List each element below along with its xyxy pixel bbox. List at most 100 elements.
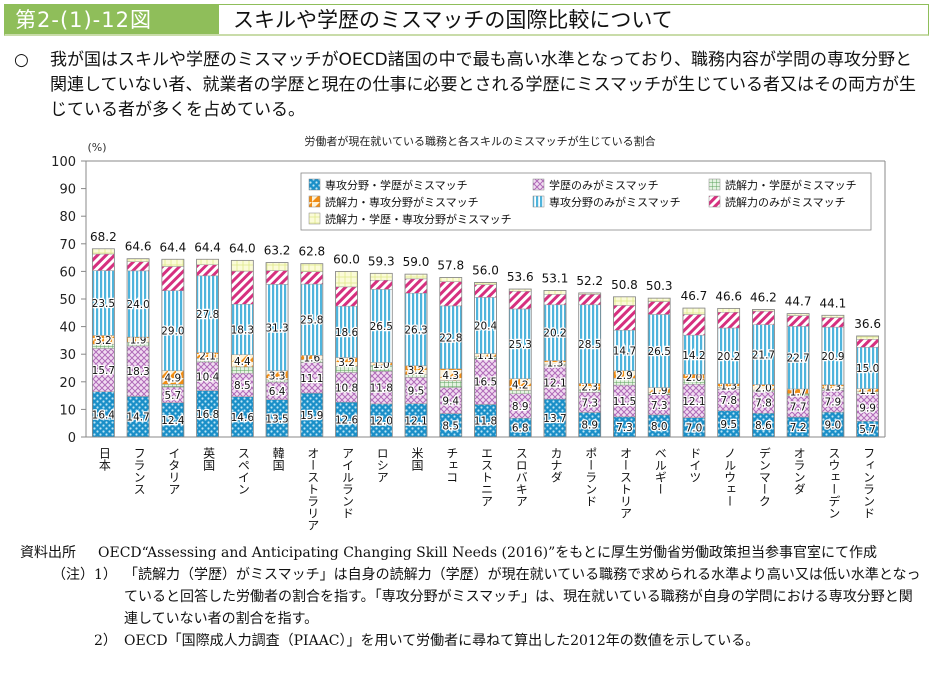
bar-segment bbox=[821, 317, 845, 328]
segment-value-label: 25.8 bbox=[300, 315, 323, 327]
total-value-label: 57.8 bbox=[437, 258, 464, 272]
total-value-label: 64.4 bbox=[194, 240, 221, 254]
total-value-label: 44.7 bbox=[785, 295, 812, 309]
segment-value-label: 9.0 bbox=[825, 420, 842, 432]
y-tick-label: 80 bbox=[59, 210, 76, 225]
total-value-label: 60.0 bbox=[333, 252, 360, 266]
bar-outline bbox=[578, 292, 602, 438]
bar-stack: 12.4 5.7 4.9 29.0 64.4 bbox=[159, 240, 186, 438]
x-tick-label: ロシア bbox=[375, 447, 389, 483]
bar-segment bbox=[752, 310, 775, 325]
bar-segment bbox=[717, 311, 740, 329]
x-tick-label: 米国 bbox=[410, 447, 424, 471]
x-tick-label: ポーランド bbox=[584, 447, 598, 507]
segment-value-label: 31.3 bbox=[265, 323, 288, 335]
segment-value-label: 10.8 bbox=[335, 382, 358, 394]
y-tick-label: 40 bbox=[59, 321, 76, 336]
bar-stack: 14.6 8.5 4.4 18.3 64.0 bbox=[229, 241, 256, 438]
segment-value-label: 12.6 bbox=[335, 415, 359, 427]
bar-segment bbox=[543, 290, 567, 295]
segment-value-label: 8.9 bbox=[512, 401, 529, 413]
segment-value-label: 22.8 bbox=[439, 332, 462, 344]
note-label: （注） bbox=[52, 567, 94, 583]
x-tick-label: 日本 bbox=[97, 447, 111, 472]
legend: 専攻分野・学歴がミスマッチ 学歴のみがミスマッチ 読解力・学歴がミスマッチ読解力・専… bbox=[300, 172, 872, 231]
source-label: 資料出所 bbox=[20, 545, 76, 561]
segment-value-label: 12.1 bbox=[543, 377, 566, 389]
bar-segment bbox=[231, 366, 254, 374]
bar-stack: 15.911.11.625.862.8 bbox=[298, 245, 325, 438]
y-tick-label: 10 bbox=[59, 403, 76, 418]
bar-segment bbox=[508, 291, 532, 310]
bar-outline bbox=[196, 258, 219, 438]
bar-outline bbox=[265, 262, 289, 438]
bar-segment bbox=[92, 248, 115, 255]
bar-segment bbox=[682, 307, 706, 315]
x-tick-label: スウェーデン bbox=[827, 447, 841, 519]
segment-value-label: 3.2 bbox=[338, 357, 355, 369]
segment-value-label: 9.5 bbox=[720, 419, 737, 431]
bar-segment bbox=[161, 259, 185, 267]
bar-segment bbox=[196, 259, 219, 266]
segment-value-label: 18.3 bbox=[126, 366, 149, 378]
total-value-label: 62.8 bbox=[298, 245, 325, 259]
segment-value-label: 15.0 bbox=[856, 363, 879, 375]
bar-segment bbox=[370, 273, 393, 281]
bar-outline bbox=[126, 258, 150, 438]
x-tick-label: カナダ bbox=[549, 447, 563, 483]
segment-value-label: 11.5 bbox=[613, 396, 636, 408]
bar-outline bbox=[613, 296, 636, 438]
bar-outline bbox=[821, 314, 845, 438]
y-tick-label: 60 bbox=[59, 265, 76, 280]
summary-bullet-icon: ○ bbox=[14, 50, 29, 70]
y-tick-label: 50 bbox=[59, 293, 76, 308]
bar-segment bbox=[786, 315, 810, 327]
x-tick-label: 韓国 bbox=[271, 447, 285, 471]
bar-segment bbox=[231, 260, 254, 272]
x-tick-label: エストニア bbox=[480, 447, 494, 507]
bar-segment bbox=[370, 279, 393, 290]
total-value-label: 63.2 bbox=[264, 244, 291, 258]
bar-segment bbox=[404, 278, 428, 294]
segment-value-label: 2.9 bbox=[616, 370, 633, 382]
chart-title: 労働者が現在就いている職務と各スキルのミスマッチが生じている割合 bbox=[304, 134, 655, 148]
segment-value-label: 7.3 bbox=[651, 400, 668, 412]
bar-stack: 8.9 7.3 2.3 28.5 52.2 bbox=[576, 274, 603, 438]
segment-value-label: 8.9 bbox=[581, 420, 598, 432]
stacked-bar-chart: 労働者が現在就いている職務と各スキルのミスマッチが生じている割合 (%) 0 10… bbox=[51, 134, 886, 531]
segment-value-label: 7.7 bbox=[790, 402, 807, 414]
segment-value-label: 22.7 bbox=[786, 353, 809, 365]
bar-stack: 8.5 9.4 4.3 22.8 57.8 bbox=[437, 258, 464, 438]
bar-outline bbox=[682, 307, 706, 438]
x-tick-label: チェコ bbox=[445, 447, 459, 483]
x-tick-label: イタリア bbox=[167, 447, 181, 495]
segment-value-label: 29.0 bbox=[161, 326, 184, 338]
bar-stack: 8.67.82.021.746.2 bbox=[750, 290, 777, 438]
note-text: 「読解力（学歴）がミスマッチ」は自身の読解力（学歴）が現在就いている職務で求めら… bbox=[124, 567, 921, 627]
x-tick-label: 英国 bbox=[202, 447, 216, 471]
bar-segment bbox=[717, 308, 740, 313]
bar-segment bbox=[856, 339, 879, 348]
bar-segment bbox=[613, 305, 636, 331]
bar-outline bbox=[856, 335, 880, 438]
segment-value-label: 26.3 bbox=[404, 324, 427, 336]
legend-swatch bbox=[708, 178, 721, 191]
y-tick-label: 20 bbox=[59, 376, 76, 391]
bar-segment bbox=[300, 263, 324, 272]
x-tick-label: スロバキア bbox=[514, 447, 528, 507]
segment-value-label: 8.6 bbox=[755, 420, 772, 432]
segment-value-label: 12.1 bbox=[682, 396, 705, 408]
x-tick-label: ドイツ bbox=[688, 447, 702, 483]
segment-value-label: 24.0 bbox=[126, 299, 149, 311]
segment-value-label: 8.5 bbox=[442, 420, 459, 432]
summary: ○ 我が国はスキルや学歴のミスマッチがOECD諸国の中で最も高い水準となっており… bbox=[14, 48, 919, 123]
summary-text: 我が国はスキルや学歴のミスマッチがOECD諸国の中で最も高い水準となっており、職… bbox=[50, 50, 916, 120]
segment-value-label: 20.4 bbox=[474, 320, 498, 332]
bar-segment bbox=[265, 270, 289, 285]
note-number: 2） bbox=[94, 633, 117, 649]
segment-value-label: 13.5 bbox=[265, 413, 288, 425]
total-value-label: 46.2 bbox=[750, 290, 777, 304]
bar-segment bbox=[196, 264, 219, 277]
bar-segment bbox=[578, 294, 601, 306]
legend-label: 読解力・学歴・専攻分野がミスマッチ bbox=[325, 212, 512, 226]
